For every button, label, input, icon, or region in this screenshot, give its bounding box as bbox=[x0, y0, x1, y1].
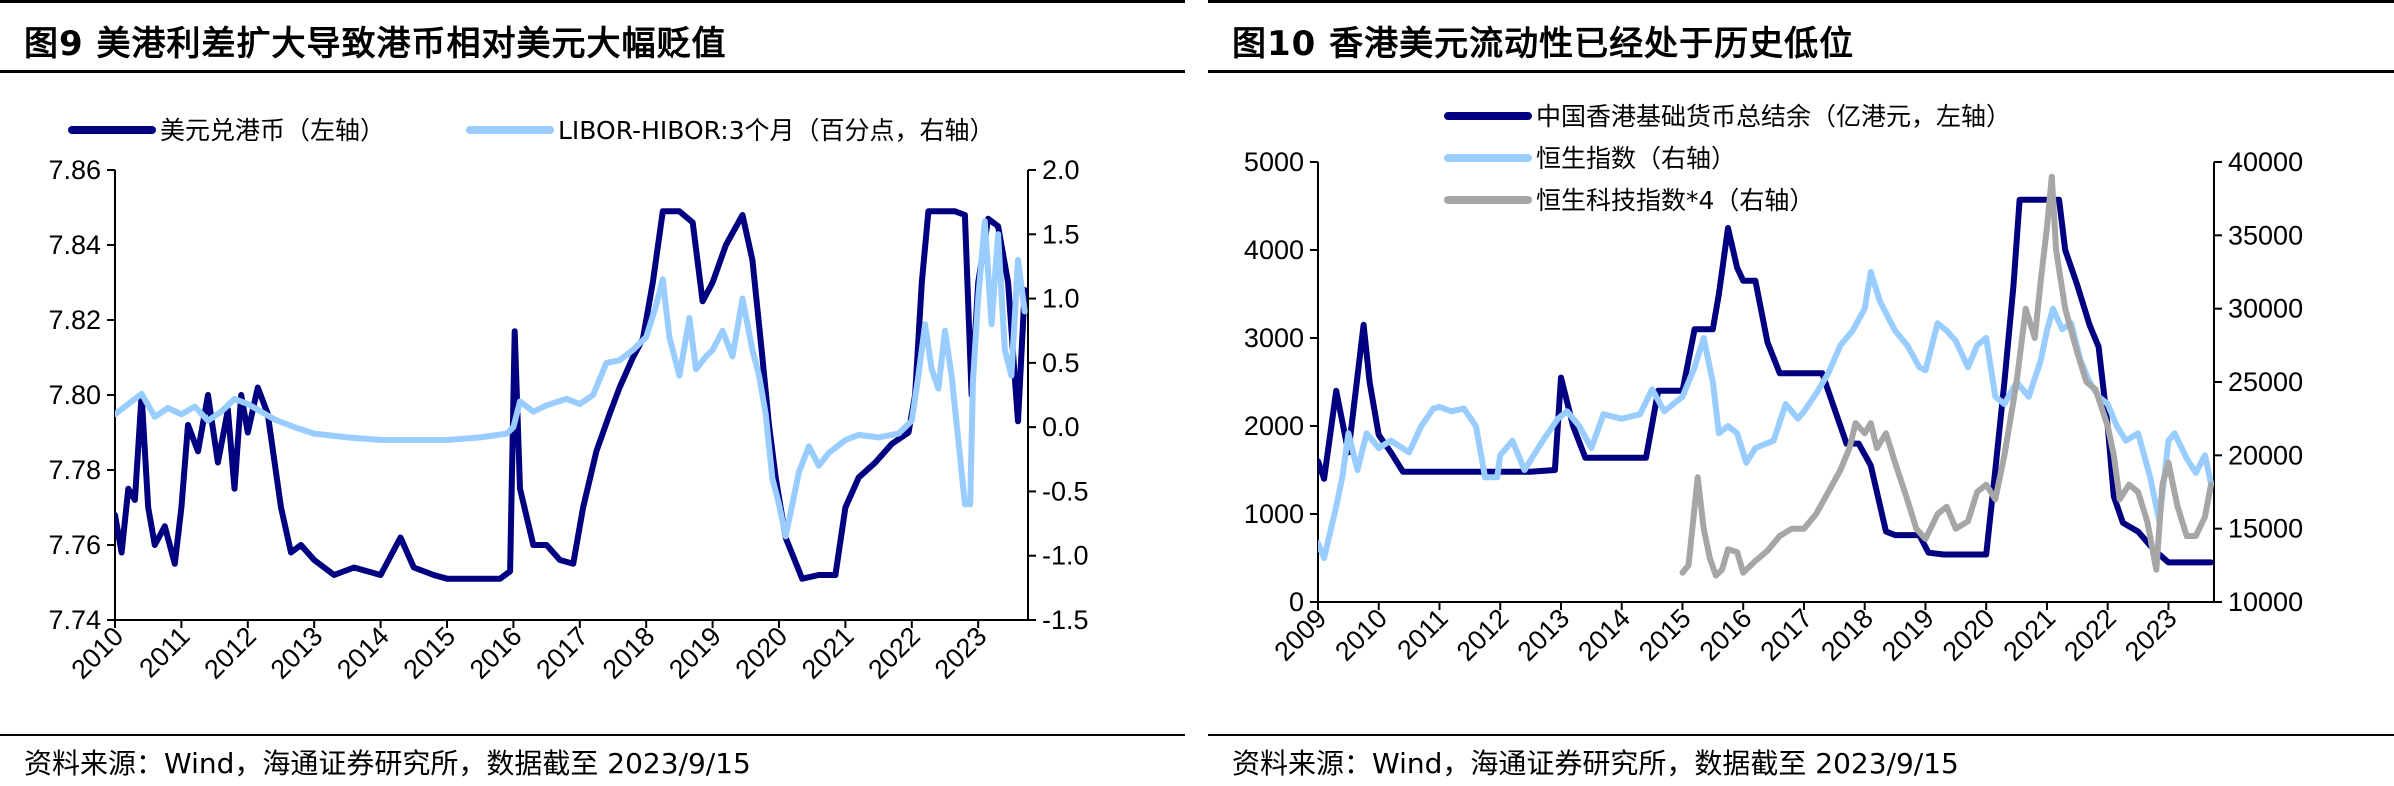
y-tick-label-left: 2000 bbox=[1244, 411, 1304, 441]
series-line-2 bbox=[1679, 173, 2214, 579]
legend-label-0: 美元兑港币（左轴） bbox=[160, 116, 385, 145]
x-tick-label: 2020 bbox=[730, 621, 794, 685]
x-tick-label: 2012 bbox=[198, 621, 262, 685]
x-tick-label: 2023 bbox=[2119, 603, 2183, 667]
y-tick-label-right: 30000 bbox=[2228, 294, 2303, 324]
y-tick-label-right: 1.5 bbox=[1042, 219, 1080, 249]
x-tick-label: 2023 bbox=[929, 621, 993, 685]
legend-label-1: 恒生指数（右轴） bbox=[1536, 144, 1736, 173]
chart-title: 图9 美港利差扩大导致港币相对美元大幅贬值 bbox=[24, 24, 727, 64]
y-tick-label-left: 7.80 bbox=[48, 380, 101, 410]
x-tick-label: 2009 bbox=[1269, 603, 1333, 667]
chart-left: 7.74 7.76 7.78 7.80 7.82 7.84 7.86 -1.5 -1.0 -0.5… bbox=[48, 116, 1089, 685]
x-tick-label: 2013 bbox=[265, 621, 329, 685]
y-tick-label-left: 4000 bbox=[1244, 235, 1304, 265]
chart-title: 图10 香港美元流动性已经处于历史低位 bbox=[1232, 24, 1855, 64]
chart-panel-right: 图10 香港美元流动性已经处于历史低位 0 1000 2000 3000 4000 500… bbox=[1208, 0, 2394, 786]
y-tick-label-right: 0.5 bbox=[1042, 348, 1080, 378]
series-line-1 bbox=[115, 218, 1028, 540]
y-tick-label-right: 0.0 bbox=[1042, 412, 1080, 442]
y-tick-label-right: 15000 bbox=[2228, 514, 2303, 544]
x-tick-label: 2010 bbox=[1329, 603, 1393, 667]
y-tick-label-left: 7.84 bbox=[48, 230, 101, 260]
y-tick-label-right: 20000 bbox=[2228, 440, 2303, 470]
x-tick-label: 2011 bbox=[133, 621, 195, 683]
y-tick-label-right: 40000 bbox=[2228, 147, 2303, 177]
x-tick-label: 2021 bbox=[796, 621, 860, 685]
y-tick-label-left: 5000 bbox=[1244, 147, 1304, 177]
x-tick-label: 2011 bbox=[1391, 603, 1453, 665]
x-tick-label: 2018 bbox=[597, 621, 661, 685]
source-note: 资料来源：Wind，海通证券研究所，数据截至 2023/9/15 bbox=[24, 747, 751, 780]
x-tick-label: 2019 bbox=[663, 621, 727, 685]
x-tick-label: 2016 bbox=[1694, 603, 1758, 667]
x-tick-label: 2019 bbox=[1876, 603, 1940, 667]
series-line-0 bbox=[1318, 196, 2214, 566]
header-rule-bottom bbox=[0, 70, 1185, 73]
x-tick-label: 2022 bbox=[862, 621, 926, 685]
source-note: 资料来源：Wind，海通证券研究所，数据截至 2023/9/15 bbox=[1232, 747, 1959, 780]
header-rule-top bbox=[0, 0, 1185, 3]
y-tick-label-left: 7.74 bbox=[48, 605, 101, 635]
x-tick-label: 2013 bbox=[1512, 603, 1576, 667]
legend-label-0: 中国香港基础货币总结余（亿港元，左轴） bbox=[1536, 102, 2011, 131]
x-tick-label: 2020 bbox=[1937, 603, 2001, 667]
legend-label-1: LIBOR-HIBOR:3个月（百分点，右轴） bbox=[558, 116, 995, 145]
y-tick-label-left: 7.76 bbox=[48, 530, 101, 560]
y-tick-label-right: 10000 bbox=[2228, 587, 2303, 617]
y-tick-label-right: 25000 bbox=[2228, 367, 2303, 397]
x-tick-label: 2022 bbox=[2058, 603, 2122, 667]
x-tick-label: 2014 bbox=[1572, 603, 1636, 667]
y-tick-label-right: 2.0 bbox=[1042, 155, 1080, 185]
footer-rule bbox=[0, 734, 1185, 736]
legend-label-2: 恒生科技指数*4（右轴） bbox=[1536, 186, 1814, 215]
x-tick-label: 2012 bbox=[1451, 603, 1515, 667]
y-tick-label-left: 7.86 bbox=[48, 155, 101, 185]
x-tick-label: 2018 bbox=[1815, 603, 1879, 667]
y-tick-label-right: 1.0 bbox=[1042, 284, 1080, 314]
y-tick-label-right: 35000 bbox=[2228, 220, 2303, 250]
x-tick-label: 2014 bbox=[331, 621, 395, 685]
y-tick-label-left: 3000 bbox=[1244, 323, 1304, 353]
y-tick-label-right: -1.5 bbox=[1042, 605, 1089, 635]
header-rule-top bbox=[1208, 0, 2394, 3]
y-tick-label-right: -0.5 bbox=[1042, 476, 1089, 506]
x-tick-label: 2021 bbox=[1997, 603, 2061, 667]
y-tick-label-left: 0 bbox=[1289, 587, 1304, 617]
x-tick-label: 2015 bbox=[398, 621, 462, 685]
x-tick-label: 2016 bbox=[464, 621, 528, 685]
x-tick-label: 2015 bbox=[1633, 603, 1697, 667]
x-tick-label: 2017 bbox=[530, 621, 594, 685]
y-tick-label-left: 1000 bbox=[1244, 499, 1304, 529]
y-tick-label-left: 7.82 bbox=[48, 305, 101, 335]
x-tick-label: 2017 bbox=[1755, 603, 1819, 667]
header-rule-bottom bbox=[1208, 70, 2394, 73]
y-tick-label-left: 7.78 bbox=[48, 455, 101, 485]
chart-panel-left: 图9 美港利差扩大导致港币相对美元大幅贬值 7.74 7.76 7.78 7.80 7.… bbox=[0, 0, 1185, 786]
chart-right: 0 1000 2000 3000 4000 5000 10000 15000 20000 2500… bbox=[1244, 102, 2303, 667]
footer-rule bbox=[1208, 734, 2394, 736]
y-tick-label-right: -1.0 bbox=[1042, 541, 1089, 571]
series-line-0 bbox=[115, 208, 1028, 582]
